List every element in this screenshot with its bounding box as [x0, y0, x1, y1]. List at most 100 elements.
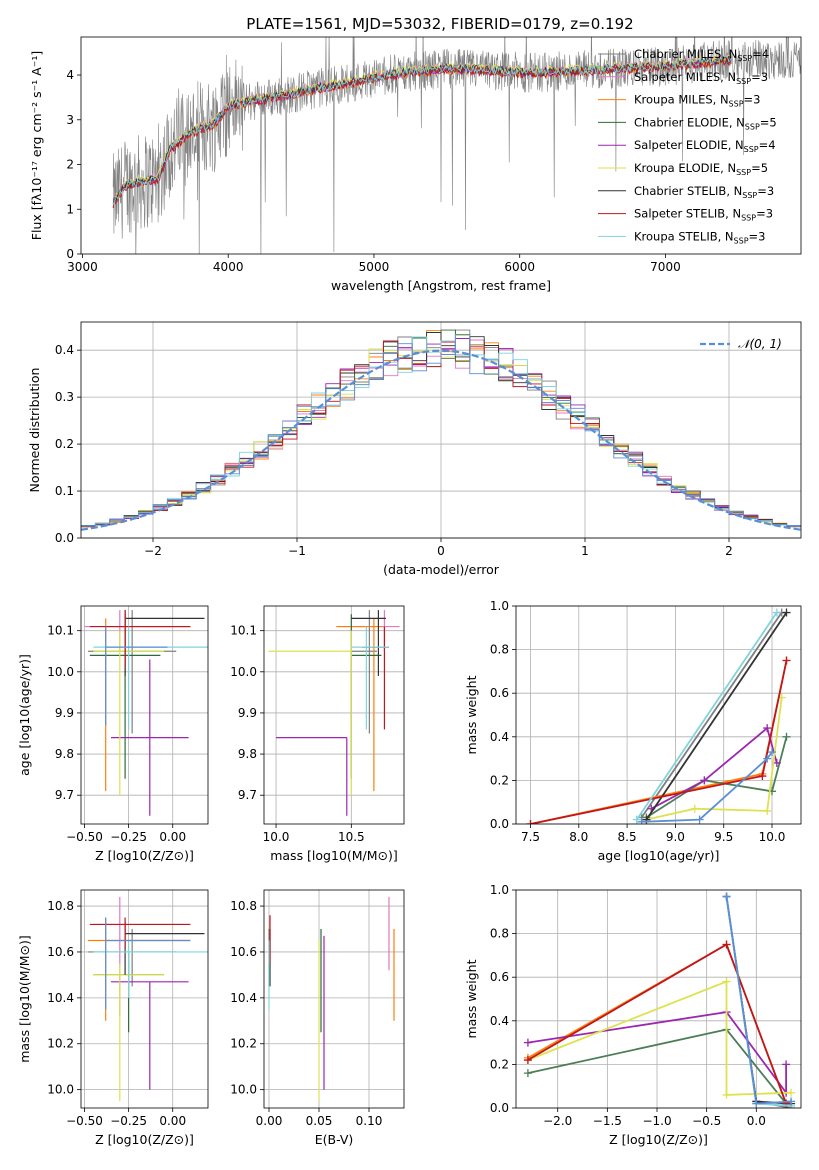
y-tick-label: 0.2 — [490, 773, 509, 787]
y-tick-label: 9.9 — [238, 706, 257, 720]
spectrum-legend: Chabrier MILES, NSSP=4 Salpeter MILES, NS… — [598, 47, 777, 245]
x-tick-label: 7000 — [650, 260, 681, 274]
x-tick-label: 5000 — [359, 260, 390, 274]
legend-entry: Chabrier ELODIE, NSSP=5 — [634, 115, 777, 131]
plot-area — [88, 896, 208, 1102]
x-tick-label: 8.0 — [569, 830, 588, 844]
weight-line — [650, 726, 778, 810]
x-tick-label: 0.0 — [747, 1114, 766, 1128]
y-tick-label: 10.8 — [230, 899, 257, 913]
axes-frame — [263, 605, 405, 825]
x-tick-label: −1 — [288, 544, 306, 558]
x-tick-label: 0.10 — [356, 1114, 383, 1128]
spectrum-data-line — [112, 37, 801, 254]
errorbar-point — [124, 610, 205, 676]
x-tick-label: 0.00 — [159, 1114, 186, 1128]
weight-line — [641, 751, 773, 823]
x-tick-label: 3000 — [67, 260, 98, 274]
weight-marker — [722, 940, 731, 949]
weight-line — [725, 896, 792, 1108]
weight-marker — [758, 772, 767, 781]
weight-line — [645, 611, 788, 821]
y-tick-label: 1.0 — [490, 883, 509, 897]
x-tick-label: 7.5 — [521, 830, 540, 844]
axes-frame — [80, 889, 209, 1109]
x-tick-label: 0 — [437, 544, 445, 558]
y-tick-label: 10.1 — [230, 624, 257, 638]
weight-marker — [722, 1090, 731, 1099]
weight-marker — [782, 732, 791, 741]
y-axis-label: mass weight — [464, 675, 479, 754]
weight-line — [725, 896, 792, 1105]
plot-area — [81, 329, 801, 531]
errorbar-point — [268, 630, 352, 796]
x-axis-label: (data-model)/error — [383, 562, 500, 577]
y-tick-label: 0.2 — [55, 437, 74, 451]
errorbar-point — [351, 626, 389, 730]
x-tick-label: −0.50 — [66, 1114, 103, 1128]
y-axis-label: Flux [fλ10⁻¹⁷ erg cm⁻² s⁻¹ A⁻¹] — [29, 51, 44, 240]
plot-area — [84, 610, 208, 816]
x-tick-label: 8.5 — [618, 830, 637, 844]
weight-marker — [523, 1038, 532, 1047]
axes-frame — [80, 321, 802, 539]
y-tick-label: 9.9 — [55, 706, 74, 720]
weight-marker — [523, 1069, 532, 1078]
plot-weight-vs-Z: −2.0 −1.5 −1.0 −0.5 0.0 0.0 0.2 0.4 0.6 0.8 1.0 Z [… — [464, 883, 802, 1147]
errorbar-point — [93, 626, 208, 730]
y-tick-label: 10.6 — [230, 945, 257, 959]
weight-marker — [722, 892, 731, 901]
weight-marker — [763, 806, 772, 815]
weight-line — [530, 660, 788, 824]
y-tick-label: 10.6 — [47, 945, 74, 959]
x-tick-label: −0.5 — [692, 1114, 721, 1128]
x-tick-label: −1.0 — [642, 1114, 671, 1128]
weight-line — [636, 611, 778, 821]
weight-marker — [782, 656, 791, 665]
y-tick-label: 1.0 — [490, 599, 509, 613]
y-tick-label: 10.4 — [230, 991, 257, 1005]
y-tick-label: 1 — [66, 202, 74, 216]
y-axis-label: mass [log10(M/M⊙)] — [17, 935, 32, 1063]
weight-marker — [700, 776, 709, 785]
errorbar-point — [105, 626, 168, 726]
x-tick-label: −0.25 — [110, 830, 147, 844]
plot-weight-vs-age: 7.5 8.0 8.5 9.0 9.5 10.0 0.0 0.2 0.4 0.6 0.8 1.0 age… — [464, 599, 802, 863]
errorbar-point — [105, 917, 191, 1010]
x-tick-label: −0.25 — [110, 1114, 147, 1128]
errorbar-point — [351, 610, 377, 734]
weight-line — [725, 896, 792, 1105]
y-tick-label: 9.8 — [55, 747, 74, 761]
weight-marker — [787, 1097, 796, 1106]
weight-marker — [752, 1099, 761, 1108]
weight-line — [527, 980, 792, 1096]
weight-line — [640, 611, 783, 819]
weight-marker — [690, 804, 699, 813]
histogram-9 — [81, 336, 801, 528]
plot-area — [112, 37, 801, 254]
y-tick-label: 0.8 — [490, 643, 509, 657]
x-tick-label: 0.00 — [159, 830, 186, 844]
y-tick-label: 9.7 — [238, 788, 257, 802]
weight-marker — [526, 820, 535, 824]
plot-area — [523, 892, 796, 1108]
y-tick-label: 9.7 — [55, 788, 74, 802]
plot-mass-vs-Z: −0.50 −0.25 0.00 10.0 10.2 10.4 10.6 10.8 Z [log… — [17, 889, 209, 1147]
x-axis-label: Z [log10(Z/Z⊙)] — [95, 1132, 194, 1147]
x-tick-label: −1.5 — [593, 1114, 622, 1128]
weight-marker — [632, 815, 641, 824]
errorbar-point — [124, 922, 205, 975]
weight-marker — [782, 1060, 791, 1069]
x-axis-label: mass [log10(M/M⊙)] — [270, 848, 398, 863]
weight-line — [725, 896, 792, 1107]
x-tick-label: 10.0 — [263, 830, 290, 844]
y-tick-label: 10.0 — [47, 665, 74, 679]
weight-marker — [772, 608, 781, 617]
errorbar-point — [89, 610, 191, 668]
plot-spectrum: 3000 4000 5000 6000 7000 0 1 2 3 4 wavelength [Ang… — [29, 36, 802, 293]
weight-line — [646, 697, 783, 821]
y-tick-label: 10.1 — [47, 624, 74, 638]
weight-marker — [763, 754, 772, 763]
plot-mass-vs-EBV: 0.00 0.05 0.10 10.0 10.2 10.4 10.6 10.8 E(B-V) — [230, 889, 405, 1147]
legend-entry: 𝒩(0, 1) — [738, 337, 782, 351]
